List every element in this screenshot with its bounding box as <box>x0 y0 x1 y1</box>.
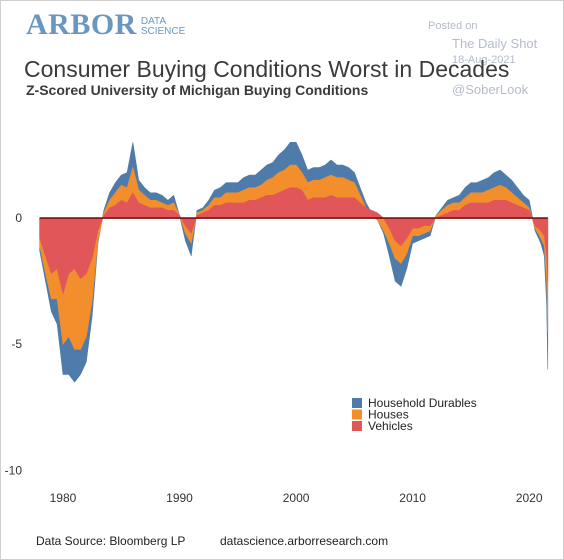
y-tick-label: -5 <box>11 337 22 351</box>
legend-label: Household Durables <box>368 396 477 410</box>
x-axis-ticks: 1980 1990 2000 2010 2020 <box>50 491 543 505</box>
y-axis-ticks: 0 -5 -10 <box>5 211 23 477</box>
area-vehicles <box>39 187 549 295</box>
x-tick-label: 2010 <box>399 491 426 505</box>
x-tick-label: 2020 <box>516 491 543 505</box>
x-tick-label: 1990 <box>166 491 193 505</box>
legend-swatch-houses <box>352 409 362 420</box>
watermark-posted-on: Posted on <box>428 20 478 32</box>
logo-sub-line1: DATA <box>140 16 167 27</box>
x-tick-label: 2000 <box>283 491 310 505</box>
watermark-handle: @SoberLook <box>452 82 529 97</box>
x-tick-label: 1980 <box>50 491 77 505</box>
area-household-durables <box>39 142 549 383</box>
chart-title: Consumer Buying Conditions Worst in Deca… <box>24 56 510 82</box>
y-tick-label: -10 <box>5 463 23 477</box>
series-areas <box>39 142 549 383</box>
watermark-date: 18-Aug-2021 <box>452 54 516 66</box>
y-tick-label: 0 <box>15 211 22 225</box>
legend-label: Houses <box>368 408 409 422</box>
logo-sub-line2: SCIENCE <box>140 26 186 37</box>
source-url: datascience.arborresearch.com <box>220 534 389 548</box>
arbor-logo: ARBOR DATA SCIENCE <box>26 8 185 42</box>
watermark-publication: The Daily Shot <box>452 36 538 51</box>
legend-label: Vehicles <box>368 419 413 433</box>
legend-swatch-household-durables <box>352 398 362 408</box>
chart-subtitle: Z-Scored University of Michigan Buying C… <box>26 82 369 98</box>
data-source: Data Source: Bloomberg LP <box>36 534 186 548</box>
legend-swatch-vehicles <box>352 421 362 431</box>
logo-subtitle: DATA SCIENCE <box>141 17 185 37</box>
logo-wordmark: ARBOR <box>26 8 137 41</box>
